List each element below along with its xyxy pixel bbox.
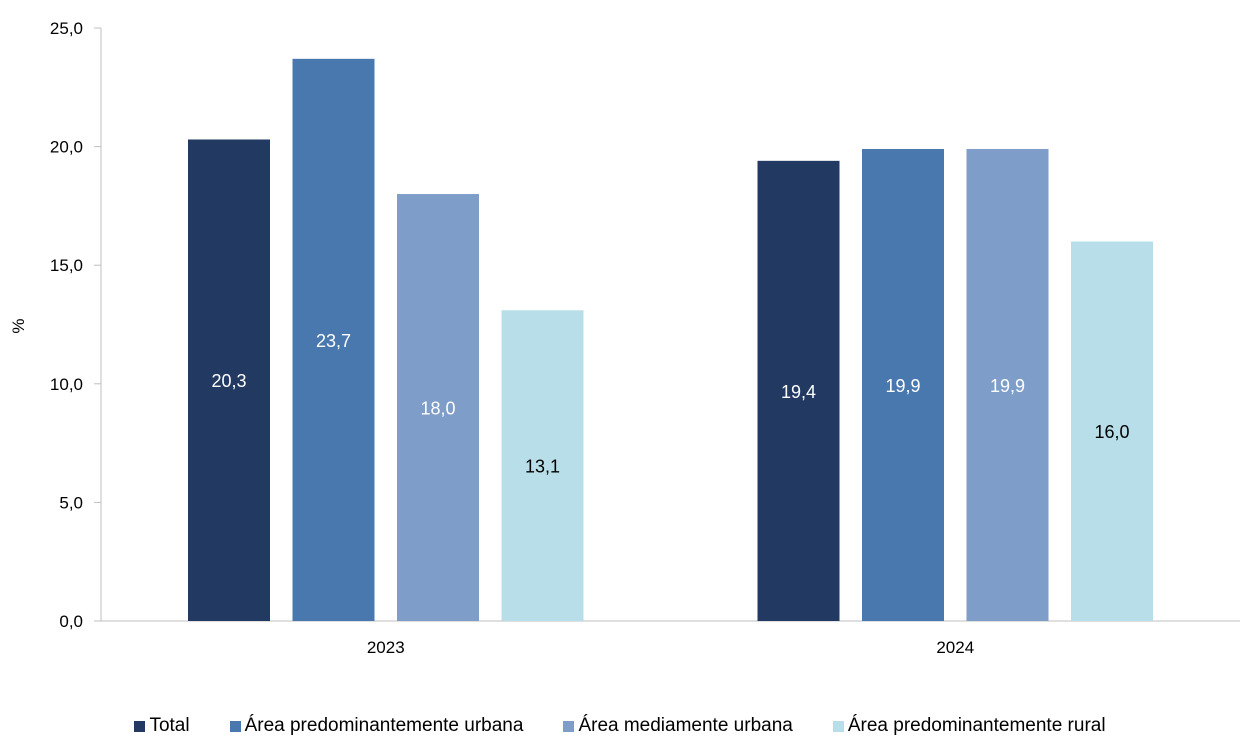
bars bbox=[188, 58, 1153, 622]
legend-item: Área mediamente urbana bbox=[563, 715, 793, 737]
bar bbox=[397, 194, 479, 622]
legend-label: Área predominantemente rural bbox=[847, 715, 1106, 736]
data-label: 18,0 bbox=[420, 399, 455, 419]
x-axis: 2023 2024 bbox=[101, 620, 1240, 657]
bar bbox=[292, 58, 375, 621]
bar bbox=[862, 148, 944, 622]
data-label: 13,1 bbox=[525, 457, 560, 477]
y-tick-label: 0,0 bbox=[59, 612, 83, 631]
legend-swatch bbox=[832, 720, 844, 732]
bar bbox=[966, 148, 1049, 622]
legend-label: Área mediamente urbana bbox=[578, 715, 793, 736]
data-label: 16,0 bbox=[1094, 422, 1129, 442]
legend-label: Total bbox=[149, 715, 190, 736]
data-label: 20,3 bbox=[211, 371, 246, 391]
bar bbox=[188, 139, 270, 621]
data-label: 19,4 bbox=[781, 382, 816, 402]
legend: Total Área predominantemente urbana Área m… bbox=[0, 713, 1240, 739]
y-tick-label: 10,0 bbox=[50, 375, 83, 394]
x-tick-label: 2024 bbox=[936, 638, 974, 657]
legend-label: Área predominantemente urbana bbox=[244, 715, 524, 736]
y-axis-title: % bbox=[9, 318, 28, 333]
data-label: 19,9 bbox=[885, 376, 920, 396]
legend-item: Total bbox=[134, 715, 190, 737]
y-tick-label: 5,0 bbox=[59, 493, 83, 512]
y-tick-label: 20,0 bbox=[50, 138, 83, 157]
bar bbox=[501, 310, 584, 621]
y-tick-label: 15,0 bbox=[50, 256, 83, 275]
y-axis: 0,0 5,0 10,0 15,0 20,0 25,0 bbox=[50, 19, 102, 631]
bar bbox=[1071, 241, 1153, 622]
bar bbox=[757, 160, 840, 621]
data-label: 19,9 bbox=[990, 376, 1025, 396]
legend-swatch bbox=[229, 720, 241, 732]
data-label: 23,7 bbox=[316, 331, 351, 351]
legend-item: Área predominantemente urbana bbox=[229, 715, 524, 737]
legend-item: Área predominantemente rural bbox=[832, 715, 1106, 737]
bar-chart: 0,0 5,0 10,0 15,0 20,0 25,0 2023 2024 20,3 23,7… bbox=[9, 19, 1240, 657]
legend-swatch bbox=[134, 720, 146, 732]
data-labels: 20,3 23,7 18,0 13,1 19,4 19,9 19,9 16,0 bbox=[211, 331, 1129, 477]
x-tick-label: 2023 bbox=[367, 638, 405, 657]
y-tick-label: 25,0 bbox=[50, 19, 83, 38]
legend-swatch bbox=[563, 720, 575, 732]
